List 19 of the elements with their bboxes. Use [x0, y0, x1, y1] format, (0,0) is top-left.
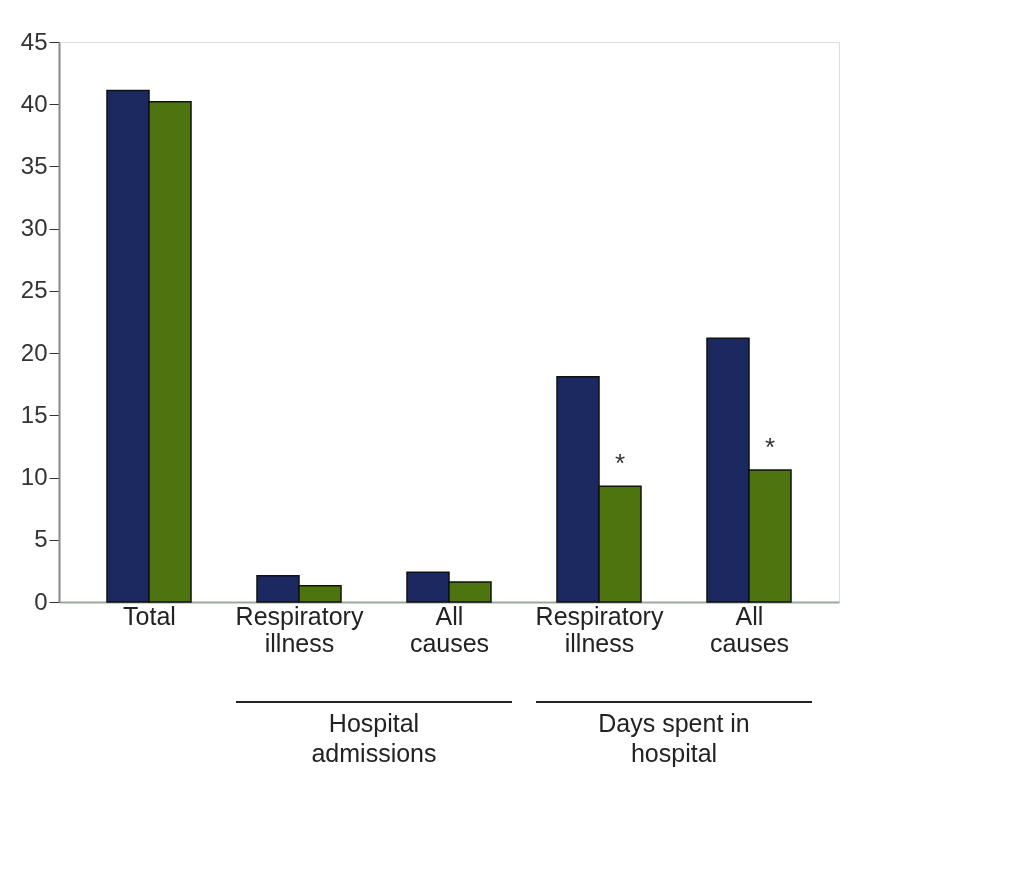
x-tick-label: All causes — [709, 601, 790, 657]
y-tick-label: 45 — [20, 27, 48, 55]
x-tick-label: All causes — [409, 601, 490, 657]
y-tick-label: 40 — [20, 89, 48, 117]
x-tick-label: Respiratory illness — [535, 601, 664, 657]
x-tick-label: Total — [123, 601, 176, 630]
data-label: * — [614, 448, 626, 479]
text: Days spent in hospital — [598, 709, 750, 767]
x-tick-label: Respiratory illness — [235, 601, 364, 657]
text: Hospital admissions — [311, 709, 437, 767]
y-tick-label: 10 — [20, 463, 48, 491]
y-tick-label: 5 — [34, 525, 48, 553]
y-tick-label: 0 — [34, 587, 48, 615]
data-label: * — [764, 432, 776, 463]
y-tick-label: 35 — [20, 151, 48, 179]
y-tick-label: 25 — [20, 276, 48, 304]
y-tick-label: 30 — [20, 214, 48, 242]
y-tick-label: 15 — [20, 400, 48, 428]
y-tick-label: 20 — [20, 338, 48, 366]
